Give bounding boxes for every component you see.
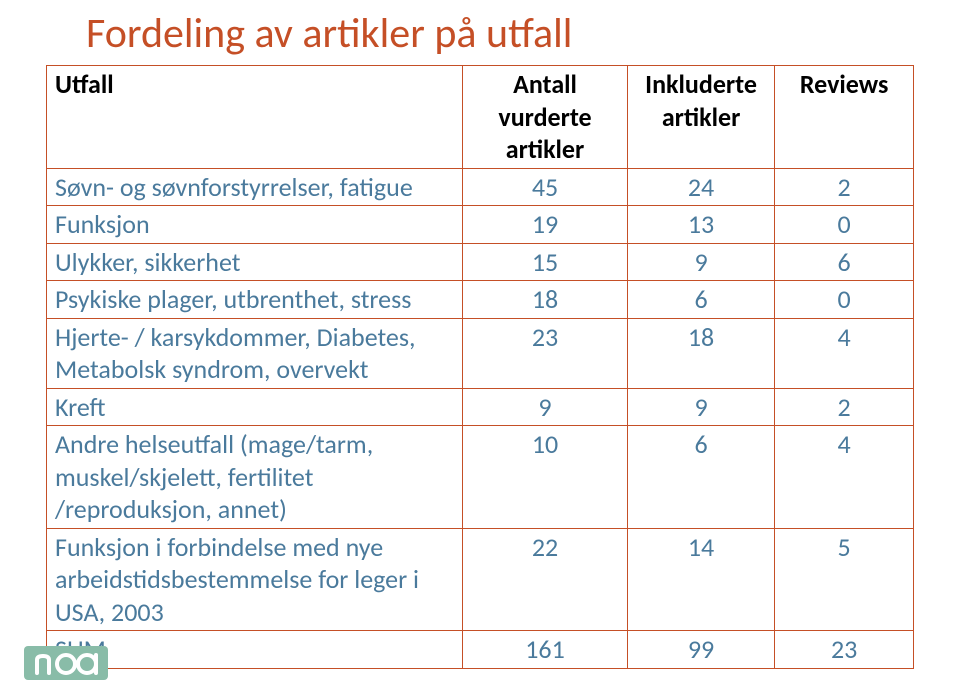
cell-value: 2 <box>775 388 914 426</box>
row-label: Søvn- og søvnforstyrrelser, fatigue <box>47 168 463 206</box>
row-label: Funksjon i forbindelse med nye arbeidsti… <box>47 528 463 631</box>
row-label: Funksjon <box>47 206 463 244</box>
cell-value: 18 <box>463 281 628 319</box>
cell-value: 23 <box>775 631 914 669</box>
col-header-reviews: Reviews <box>775 66 914 169</box>
cell-value: 23 <box>463 318 628 388</box>
table-row: Hjerte- / karsykdommer, Diabetes, Metabo… <box>47 318 914 388</box>
row-label: Andre helseutfall (mage/tarm, muskel/skj… <box>47 426 463 529</box>
cell-value: 45 <box>463 168 628 206</box>
brand-logo <box>24 646 108 685</box>
cell-value: 4 <box>775 318 914 388</box>
row-label: Kreft <box>47 388 463 426</box>
cell-value: 6 <box>627 426 774 529</box>
col-header-inkluderte: Inkluderte artikler <box>627 66 774 169</box>
table-body: Søvn- og søvnforstyrrelser, fatigue45242… <box>47 168 914 668</box>
cell-value: 0 <box>775 281 914 319</box>
table-row: Funksjon i forbindelse med nye arbeidsti… <box>47 528 914 631</box>
cell-value: 24 <box>627 168 774 206</box>
cell-value: 9 <box>463 388 628 426</box>
cell-value: 161 <box>463 631 628 669</box>
table-row: Ulykker, sikkerhet1596 <box>47 243 914 281</box>
cell-value: 6 <box>627 281 774 319</box>
cell-value: 10 <box>463 426 628 529</box>
table-row: SUM1619923 <box>47 631 914 669</box>
cell-value: 14 <box>627 528 774 631</box>
row-label: Hjerte- / karsykdommer, Diabetes, Metabo… <box>47 318 463 388</box>
page-title: Fordeling av artikler på utfall <box>46 8 914 59</box>
cell-value: 19 <box>463 206 628 244</box>
table-row: Funksjon19130 <box>47 206 914 244</box>
cell-value: 0 <box>775 206 914 244</box>
row-label: Psykiske plager, utbrenthet, stress <box>47 281 463 319</box>
cell-value: 22 <box>463 528 628 631</box>
cell-value: 5 <box>775 528 914 631</box>
cell-value: 99 <box>627 631 774 669</box>
cell-value: 18 <box>627 318 774 388</box>
table-row: Psykiske plager, utbrenthet, stress1860 <box>47 281 914 319</box>
cell-value: 9 <box>627 388 774 426</box>
cell-value: 4 <box>775 426 914 529</box>
col-header-utfall: Utfall <box>47 66 463 169</box>
cell-value: 2 <box>775 168 914 206</box>
cell-value: 6 <box>775 243 914 281</box>
table-row: Kreft992 <box>47 388 914 426</box>
row-label: SUM <box>47 631 463 669</box>
data-table: Utfall Antall vurderte artikler Inkluder… <box>46 65 914 669</box>
table-row: Søvn- og søvnforstyrrelser, fatigue45242 <box>47 168 914 206</box>
cell-value: 13 <box>627 206 774 244</box>
cell-value: 15 <box>463 243 628 281</box>
table-row: Andre helseutfall (mage/tarm, muskel/skj… <box>47 426 914 529</box>
cell-value: 9 <box>627 243 774 281</box>
table-header-row: Utfall Antall vurderte artikler Inkluder… <box>47 66 914 169</box>
col-header-antall: Antall vurderte artikler <box>463 66 628 169</box>
row-label: Ulykker, sikkerhet <box>47 243 463 281</box>
